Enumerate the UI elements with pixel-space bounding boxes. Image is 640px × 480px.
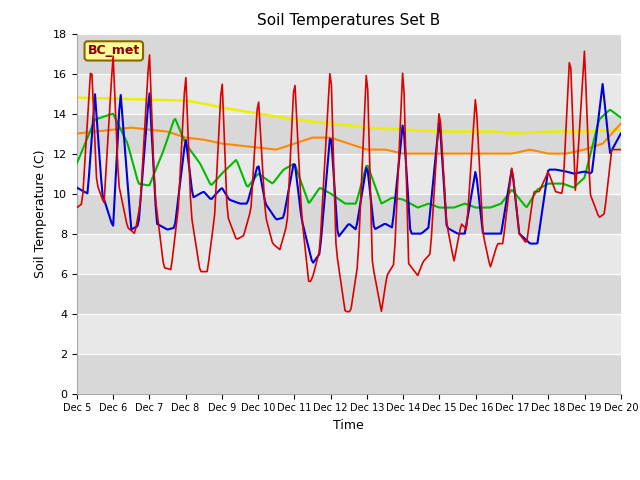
Bar: [77, 193, 621, 234]
Bar: [77, 274, 621, 313]
Bar: [77, 154, 621, 193]
Text: BC_met: BC_met: [88, 44, 140, 58]
Bar: [77, 234, 621, 274]
Title: Soil Temperatures Set B: Soil Temperatures Set B: [257, 13, 440, 28]
Bar: [77, 114, 621, 154]
Y-axis label: Soil Temperature (C): Soil Temperature (C): [35, 149, 47, 278]
Bar: [77, 34, 621, 73]
Bar: [77, 313, 621, 354]
Bar: [77, 354, 621, 394]
Bar: [77, 73, 621, 114]
Legend: -2cm, -4cm, -8cm, -16cm, -32cm: -2cm, -4cm, -8cm, -16cm, -32cm: [129, 479, 568, 480]
X-axis label: Time: Time: [333, 419, 364, 432]
